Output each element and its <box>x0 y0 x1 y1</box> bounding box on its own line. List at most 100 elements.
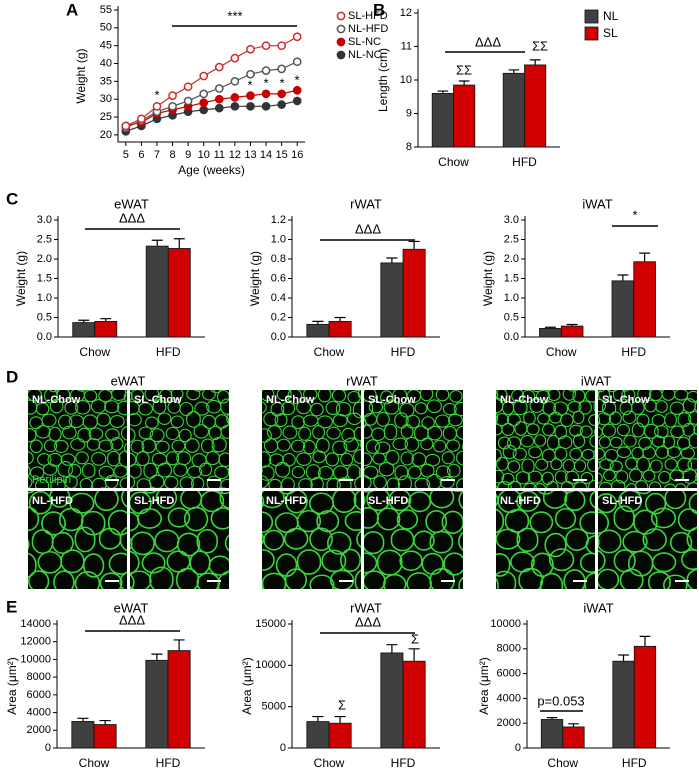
x-tick-label: 14 <box>260 149 272 161</box>
legend-label: NL-HFD <box>348 23 388 35</box>
y-tick-label: 0 <box>280 742 286 754</box>
annotation: *** <box>227 8 242 23</box>
bar <box>328 722 352 749</box>
legend-marker <box>336 37 346 47</box>
data-point <box>230 101 240 111</box>
y-tick-label: 1.5 <box>37 272 52 284</box>
x-tick-label: 5 <box>123 149 129 161</box>
legend-label: SL <box>603 26 618 40</box>
x-tick-label: HFD <box>622 756 647 770</box>
annotation: Σ <box>338 697 346 712</box>
bar <box>93 724 117 749</box>
y-tick-label: 15000 <box>255 618 286 630</box>
y-tick-label: 1.0 <box>37 292 52 304</box>
annotation: p=0.053 <box>537 693 584 708</box>
data-point <box>277 89 286 99</box>
micrograph-label: SL-Chow <box>368 394 416 406</box>
bar <box>539 328 562 338</box>
chart-title: iWAT <box>583 600 613 615</box>
x-tick-label: Chow <box>314 345 345 359</box>
legend-marker <box>336 24 346 34</box>
data-point <box>292 32 302 42</box>
data-point <box>199 98 209 108</box>
bar <box>633 645 657 749</box>
data-point <box>121 121 131 131</box>
data-point <box>214 103 224 113</box>
series-line <box>125 89 298 127</box>
bar <box>402 660 426 749</box>
y-tick-label: 0.8 <box>271 253 286 265</box>
y-tick-label: 40 <box>100 57 112 69</box>
y-tick-label: 20 <box>100 129 112 141</box>
data-point <box>292 57 302 67</box>
legend-label: SL-HFD <box>348 10 388 22</box>
bar <box>306 721 330 749</box>
x-tick-label: Chow <box>546 345 577 359</box>
cell-outlines <box>28 491 127 589</box>
data-point <box>168 101 177 111</box>
legend-label: NL-NC <box>348 49 382 61</box>
data-point <box>277 100 286 109</box>
x-tick-label: 13 <box>244 149 256 161</box>
bar <box>167 248 191 338</box>
panel-letter: B <box>373 0 385 19</box>
y-tick-label: 10 <box>400 74 412 86</box>
data-point <box>261 66 271 75</box>
error-bar <box>568 723 579 727</box>
y-tick-label: 1.5 <box>504 272 519 284</box>
y-axis-label: Weight (g) <box>481 251 495 306</box>
y-tick-label: 12000 <box>20 636 51 648</box>
micrograph-label: NL-HFD <box>266 495 307 507</box>
data-point <box>214 62 224 72</box>
bar <box>72 322 96 338</box>
error-bar <box>334 715 346 724</box>
y-tick-label: 50 <box>100 22 112 34</box>
annotation: ΔΔΔ <box>119 210 145 225</box>
error-bar <box>151 653 163 661</box>
error-bar <box>312 715 324 722</box>
legend-label: SL-NC <box>348 36 381 48</box>
y-tick-label: 12 <box>400 7 412 19</box>
chart-title: rWAT <box>350 600 382 615</box>
y-tick-label: 14000 <box>20 618 51 630</box>
y-axis-label: Weight (g) <box>248 251 262 306</box>
annotation: * <box>279 75 284 90</box>
cell-outlines <box>262 491 361 589</box>
y-tick-label: 1.0 <box>271 233 286 245</box>
annotation: * <box>154 87 159 102</box>
data-point <box>152 101 162 111</box>
y-tick-label: 0.0 <box>504 331 519 343</box>
y-tick-label: 0.0 <box>37 331 52 343</box>
legend-swatch <box>584 26 599 41</box>
cell-outlines <box>262 390 361 488</box>
data-point <box>230 53 240 63</box>
y-tick-label: 11 <box>401 40 412 52</box>
micrograph-title: eWAT <box>111 373 146 388</box>
y-tick-label: 3.0 <box>504 214 519 226</box>
x-tick-label: HFD <box>621 345 646 359</box>
y-tick-label: 0.6 <box>271 272 286 284</box>
bar <box>612 660 635 749</box>
bar <box>453 84 476 148</box>
annotation: * <box>632 207 637 222</box>
error-bar <box>99 719 111 725</box>
data-point <box>183 96 193 106</box>
bar <box>71 721 95 749</box>
y-tick-label: 45 <box>100 40 112 52</box>
error-bar <box>173 639 185 651</box>
y-tick-label: 6000 <box>27 689 51 701</box>
x-tick-label: 15 <box>276 149 288 161</box>
x-axis-label: Age (weeks) <box>178 163 245 177</box>
data-point <box>292 85 302 95</box>
cell-outlines <box>364 491 463 589</box>
bar <box>145 659 169 749</box>
stain-label: Perilipin <box>32 474 71 486</box>
y-tick-label: 3.0 <box>37 214 52 226</box>
bar <box>502 72 525 148</box>
y-tick-label: 2000 <box>497 717 521 729</box>
error-bar <box>386 644 398 653</box>
annotation: ΔΔΔ <box>475 34 501 49</box>
legend-swatch <box>584 9 599 24</box>
x-tick-label: Chow <box>79 756 110 770</box>
